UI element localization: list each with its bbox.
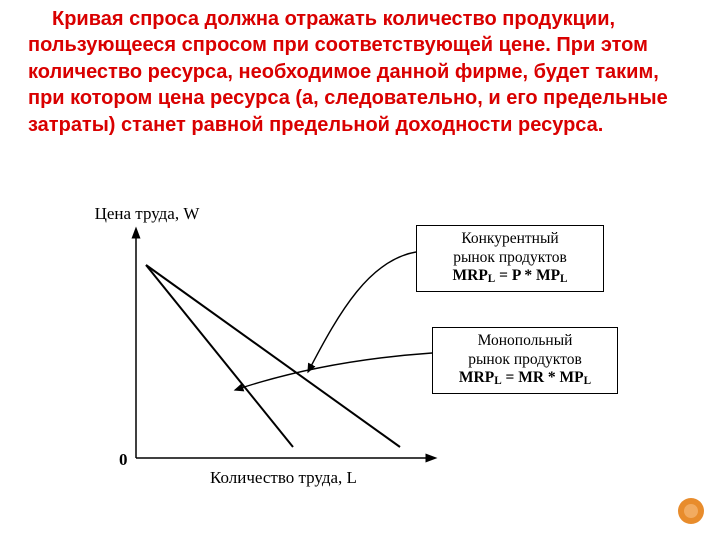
monopoly-line xyxy=(146,265,293,447)
slide-decor-inner xyxy=(684,504,698,518)
competitive-callout-arrow xyxy=(308,252,416,372)
monopoly-callout-arrow xyxy=(235,353,432,390)
competitive-line xyxy=(146,265,400,447)
demand-diagram xyxy=(0,0,720,540)
